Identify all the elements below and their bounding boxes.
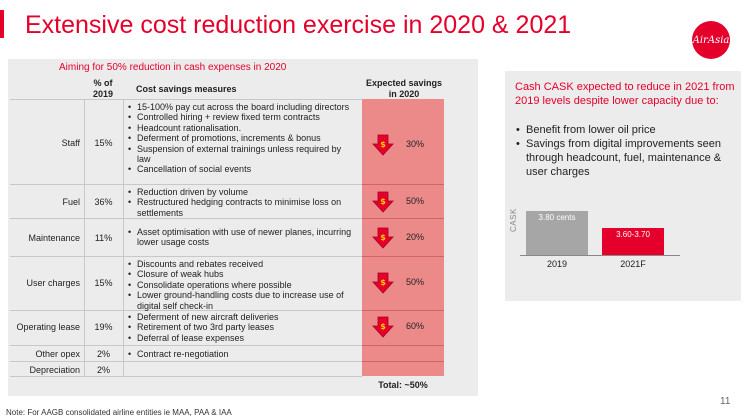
savings-down-arrow-icon: $ (372, 134, 394, 156)
cask-heading: Cash CASK expected to reduce in 2021 fro… (515, 81, 735, 107)
savings-divider (362, 310, 444, 311)
measure-item: Cancellation of social events (128, 164, 353, 175)
savings-value: 20% (406, 232, 425, 242)
bar-2021f (602, 227, 664, 255)
row-divider (10, 218, 362, 219)
row-label-operating-lease: Operating lease (16, 322, 80, 332)
title-accent-bar (0, 10, 4, 38)
total-savings: Total: ~50% (378, 380, 428, 390)
row-divider (10, 99, 362, 100)
measures-other-opex: Contract re-negotiation (128, 349, 353, 360)
measures-user-charges: Discounts and rebates received Closure o… (128, 259, 353, 311)
measure-item: Consolidate operations where possible (128, 280, 353, 291)
chart-baseline (520, 255, 680, 256)
page-number: 11 (720, 396, 731, 407)
cask-axis-label: CASK (509, 208, 518, 232)
pct-staff: 15% (94, 138, 113, 148)
row-label-maintenance: Maintenance (28, 233, 80, 243)
savings-fuel: $ 50% (372, 191, 434, 213)
measure-item: Contract re-negotiation (128, 349, 353, 360)
pct-operating-lease: 19% (94, 322, 113, 332)
cask-reasons: Benefit from lower oil price Savings fro… (516, 123, 736, 179)
savings-down-arrow-icon: $ (372, 227, 394, 249)
bar-category-label: 2021F (620, 259, 646, 269)
row-label-other-opex: Other opex (35, 349, 80, 359)
pct-fuel: 36% (94, 197, 113, 207)
savings-value: 30% (406, 139, 425, 149)
measure-item: 15-100% pay cut across the board includi… (128, 102, 353, 113)
bar-value-label: 3.80 cents (538, 213, 576, 222)
measure-item: Deferment of new aircraft deliveries (128, 312, 353, 323)
measure-item: Retirement of two 3rd party leases (128, 322, 353, 333)
savings-down-arrow-icon: $ (372, 316, 394, 338)
measure-item: Closure of weak hubs (128, 269, 353, 280)
page-title: Extensive cost reduction exercise in 202… (25, 11, 572, 39)
measure-item: Suspension of external trainings unless … (128, 144, 353, 165)
savings-value: 50% (406, 277, 425, 287)
measure-item: Reduction driven by volume (128, 187, 353, 198)
svg-text:$: $ (380, 140, 386, 149)
column-divider (84, 99, 85, 376)
measure-item: Controlled hiring + review fixed term co… (128, 112, 353, 123)
pct-user-charges: 15% (94, 278, 113, 288)
savings-divider (362, 345, 444, 346)
measures-operating-lease: Deferment of new aircraft deliveries Ret… (128, 312, 353, 344)
row-label-staff: Staff (61, 138, 80, 148)
savings-divider (362, 361, 444, 362)
savings-divider (362, 256, 444, 257)
pct-maintenance: 11% (94, 233, 113, 243)
measure-item: Lower ground-handling costs due to incre… (128, 290, 353, 311)
savings-divider (362, 218, 444, 219)
header-pct: % of 2019 (92, 78, 114, 99)
savings-down-arrow-icon: $ (372, 272, 394, 294)
savings-maintenance: $ 20% (372, 227, 434, 249)
row-label-user-charges: User charges (26, 278, 80, 288)
svg-text:$: $ (380, 197, 386, 206)
measures-maintenance: Asset optimisation with use of newer pla… (128, 227, 353, 248)
bar-value-label: 3.60-3.70 (616, 229, 650, 239)
header-savings: Expected savings in 2020 (365, 78, 443, 99)
row-divider (10, 361, 362, 362)
header-measures: Cost savings measures (136, 84, 237, 94)
measure-item: Restructured hedging contracts to minimi… (128, 197, 353, 218)
svg-text:$: $ (380, 233, 386, 242)
savings-value: 60% (406, 321, 425, 331)
savings-divider (362, 184, 444, 185)
savings-user-charges: $ 50% (372, 272, 434, 294)
cask-reason: Benefit from lower oil price (516, 123, 736, 137)
savings-staff: $ 30% (372, 134, 434, 156)
airasia-logo: AirAsia (692, 21, 730, 59)
svg-text:$: $ (380, 322, 386, 331)
pct-depreciation: 2% (96, 365, 110, 375)
row-label-depreciation: Depreciation (29, 365, 80, 375)
column-divider (123, 99, 124, 376)
row-divider (10, 256, 362, 257)
bar-2019 (526, 211, 588, 255)
measure-item: Discounts and rebates received (128, 259, 353, 270)
cask-panel (505, 71, 741, 301)
panel-subtitle: Aiming for 50% reduction in cash expense… (59, 62, 287, 73)
svg-text:$: $ (380, 278, 386, 287)
savings-down-arrow-icon: $ (372, 191, 394, 213)
row-divider (10, 184, 362, 185)
row-divider (10, 345, 362, 346)
savings-value: 50% (406, 196, 425, 206)
cask-reason: Savings from digital improvements seen t… (516, 137, 736, 179)
measures-fuel: Reduction driven by volume Restructured … (128, 187, 353, 218)
row-divider (10, 376, 362, 377)
measure-item: Deferral of lease expenses (128, 333, 353, 344)
pct-other-opex: 2% (96, 349, 110, 359)
measure-item: Deferment of promotions, increments & bo… (128, 133, 353, 144)
measure-item: Headcount rationalisation. (128, 123, 353, 134)
measure-item: Asset optimisation with use of newer pla… (128, 227, 353, 248)
measures-staff: 15-100% pay cut across the board includi… (128, 102, 353, 175)
savings-operating-lease: $ 60% (372, 316, 434, 338)
footnote: Note: For AAGB consolidated airline enti… (6, 408, 232, 417)
row-label-fuel: Fuel (62, 197, 80, 207)
svg-text:AirAsia: AirAsia (692, 35, 730, 46)
bar-category-label: 2019 (546, 259, 568, 269)
